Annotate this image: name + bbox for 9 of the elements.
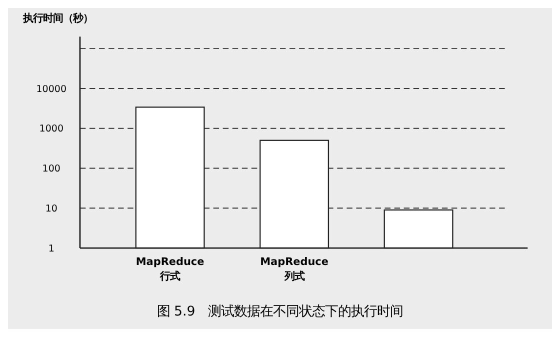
x-tick-label: MapReduce 行式 [136,256,204,282]
y-tick-label: 1 [48,243,54,254]
y-axis-title: 执行时间（秒） [22,12,93,24]
x-tick-label: MapReduce 列式 [260,256,328,282]
y-tick-label: 10 [45,203,58,214]
y-tick-label: 100 [42,164,60,175]
text: 图 5.9 测试数据在不同状态下的执行时间 [156,304,404,320]
y-tick-label: 10000 [36,84,67,95]
y-tick-label: 1000 [39,124,64,135]
